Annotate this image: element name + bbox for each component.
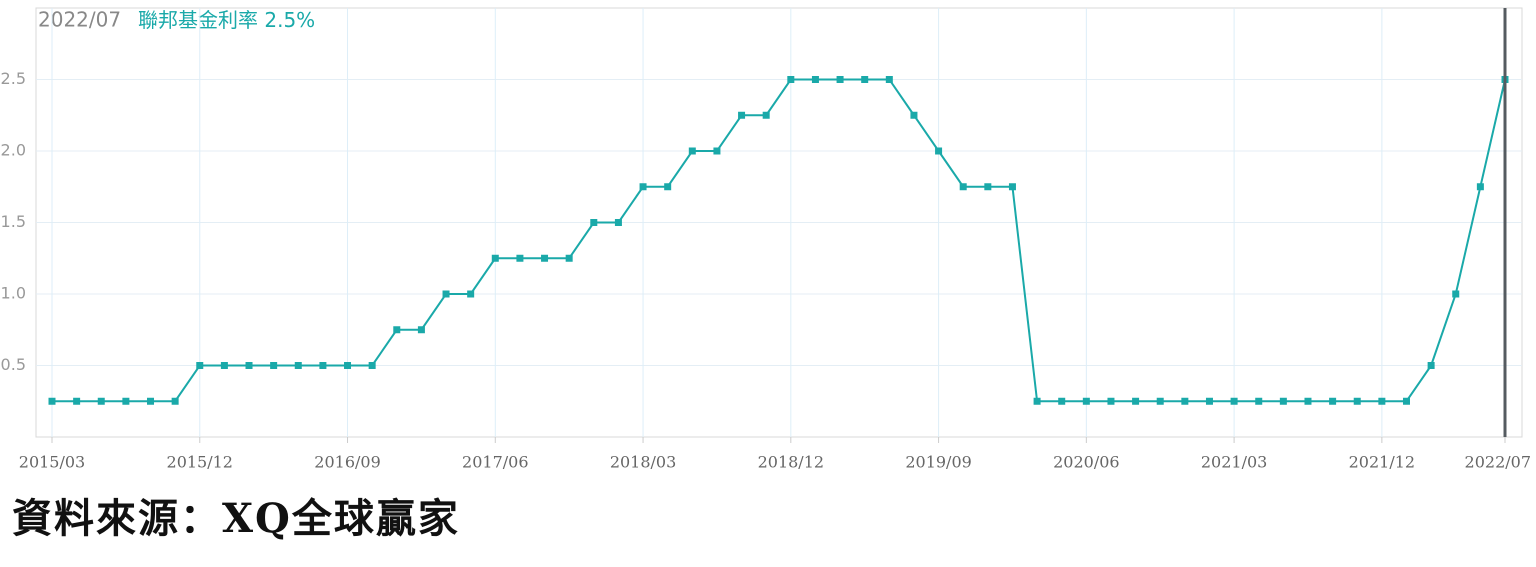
- marker: [1402, 397, 1410, 405]
- marker: [1205, 397, 1213, 405]
- marker: [417, 326, 425, 334]
- marker: [48, 397, 56, 405]
- marker: [393, 326, 401, 334]
- marker: [147, 397, 155, 405]
- x-tick-label: 2015/12: [167, 453, 233, 472]
- marker: [959, 183, 967, 191]
- marker: [319, 362, 327, 369]
- marker: [738, 111, 746, 119]
- marker: [861, 76, 869, 83]
- marker: [1329, 397, 1337, 405]
- marker: [811, 76, 819, 83]
- marker: [541, 254, 549, 262]
- x-tick-label: 2015/03: [19, 453, 85, 472]
- marker: [1058, 397, 1066, 405]
- x-tick-label: 2016/09: [314, 453, 380, 472]
- marker: [1378, 397, 1386, 405]
- y-tick-label: 2.5: [1, 69, 26, 88]
- marker: [1476, 183, 1484, 191]
- legend-label: 聯邦基金利率: [138, 8, 258, 32]
- marker: [270, 362, 278, 369]
- marker: [491, 254, 499, 262]
- marker: [442, 290, 450, 298]
- marker: [1230, 397, 1238, 405]
- marker: [565, 254, 573, 262]
- marker: [1353, 397, 1361, 405]
- marker: [1181, 397, 1189, 405]
- y-tick-label: 2.0: [1, 141, 26, 160]
- marker: [590, 219, 598, 226]
- marker: [713, 147, 721, 155]
- marker: [1304, 397, 1312, 405]
- marker: [1156, 397, 1164, 405]
- marker: [885, 76, 893, 83]
- x-tick-label: 2019/09: [905, 453, 971, 472]
- line: [52, 78, 1506, 403]
- marker: [1255, 397, 1263, 405]
- marker: [294, 362, 302, 369]
- marker: [688, 147, 696, 155]
- annotation-series: 聯邦基金利率 2.5%: [138, 8, 315, 32]
- y-tick-label: 0.5: [1, 355, 26, 374]
- marker: [171, 397, 179, 405]
- marker: [368, 362, 376, 369]
- marker: [910, 111, 918, 119]
- x-tick-label: 2021/03: [1201, 453, 1267, 472]
- marker: [97, 397, 105, 405]
- marker: [935, 147, 943, 155]
- marker: [787, 76, 795, 83]
- y-tick-label: 1.5: [1, 212, 26, 231]
- y-tick-label: 1.0: [1, 284, 26, 303]
- x-tick-label: 2020/06: [1053, 453, 1119, 472]
- marker: [245, 362, 253, 369]
- marker: [836, 76, 844, 83]
- x-tick-label: 2021/12: [1349, 453, 1415, 472]
- marker: [1132, 397, 1140, 405]
- source: 資料來源：XQ全球贏家: [12, 495, 460, 542]
- marker: [762, 111, 770, 119]
- marker: [1107, 397, 1115, 405]
- marker: [664, 183, 672, 191]
- chart: 2022/07 聯邦基金利率 2.5% 0.5 1.0 1.5 2.0 2.5 2015/…: [1, 7, 1531, 472]
- x-tick-label: 2018/03: [610, 453, 676, 472]
- marker: [1452, 290, 1460, 298]
- marker: [220, 362, 228, 369]
- marker: [344, 362, 352, 369]
- x-tick-label: 2018/12: [758, 453, 824, 472]
- marker: [122, 397, 130, 405]
- annotation-date: 2022/07: [38, 8, 121, 32]
- marker: [1279, 397, 1287, 405]
- marker: [73, 397, 81, 405]
- marker: [1008, 183, 1016, 191]
- x-tick-label: 2017/06: [462, 453, 528, 472]
- marker: [614, 219, 622, 226]
- marker: [639, 183, 647, 191]
- marker: [1033, 397, 1041, 405]
- annotation-value: 2.5%: [264, 8, 315, 32]
- marker: [196, 362, 204, 369]
- marker: [1082, 397, 1090, 405]
- marker: [984, 183, 992, 191]
- marker: [1427, 362, 1435, 369]
- x-tick-label: 2022/07: [1465, 453, 1531, 472]
- marker: [516, 254, 524, 262]
- marker: [467, 290, 475, 298]
